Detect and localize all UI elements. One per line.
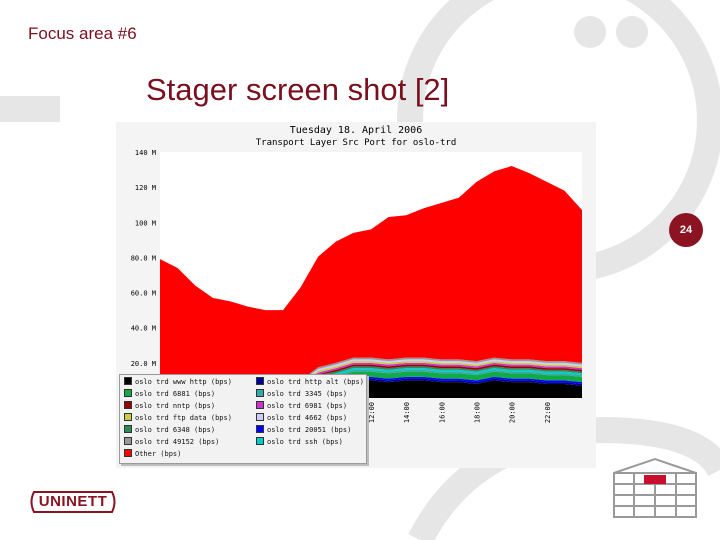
area-series-2 bbox=[160, 376, 582, 394]
legend-item: oslo trd 6348 (bps) bbox=[124, 425, 215, 436]
x-tick-label-2: 16:00 bbox=[438, 402, 446, 423]
legend-label: oslo trd 49152 (bps) bbox=[135, 438, 220, 446]
legend-label: oslo trd 3345 (bps) bbox=[267, 390, 348, 398]
legend-label: oslo trd 20051 (bps) bbox=[267, 426, 352, 434]
uninett-logo: UNINETT bbox=[28, 489, 118, 515]
building-icon bbox=[613, 457, 697, 518]
y-tick-label-3: 80.0 M bbox=[131, 254, 156, 262]
legend-label: oslo trd 6881 (bps) bbox=[135, 390, 216, 398]
legend-item: oslo trd ftp data (bps) bbox=[124, 413, 232, 424]
legend-swatch bbox=[124, 377, 132, 385]
legend-label: oslo trd nntp (bps) bbox=[135, 402, 216, 410]
legend-item: oslo trd 4662 (bps) bbox=[256, 413, 347, 424]
slide-title: Stager screen shot [2] bbox=[146, 72, 450, 107]
area-series-3 bbox=[160, 371, 582, 393]
legend-item: oslo trd 49152 (bps) bbox=[124, 437, 219, 448]
y-tick-label-4: 60.0 M bbox=[131, 290, 156, 298]
legend-swatch bbox=[124, 437, 132, 445]
y-tick-label-5: 40.0 M bbox=[131, 325, 156, 333]
area-series-12 bbox=[160, 166, 582, 384]
x-tick-label-4: 20:00 bbox=[509, 402, 517, 423]
legend-item: oslo trd www http (bps) bbox=[124, 377, 232, 388]
logo-text: UNINETT bbox=[38, 493, 108, 510]
legend-label: oslo trd 6348 (bps) bbox=[135, 426, 216, 434]
legend-swatch bbox=[124, 401, 132, 409]
legend-label: Other (bps) bbox=[135, 450, 182, 458]
chart-title: Tuesday 18. April 2006 bbox=[290, 125, 422, 136]
area-series-0 bbox=[160, 380, 582, 398]
legend-swatch bbox=[256, 389, 264, 397]
legend-item: oslo trd 6981 (bps) bbox=[256, 401, 347, 412]
legend-item: Other (bps) bbox=[124, 449, 181, 460]
x-tick-label-5: 22:00 bbox=[544, 402, 552, 423]
page-number-badge: 24 bbox=[669, 213, 703, 247]
x-tick-label-3: 18:00 bbox=[474, 402, 482, 423]
chart-legend: oslo trd www http (bps) oslo trd 6881 (bp… bbox=[119, 374, 367, 464]
legend-swatch bbox=[124, 425, 132, 433]
y-tick-label-2: 100 M bbox=[135, 219, 156, 227]
legend-swatch bbox=[124, 413, 132, 421]
x-tick-label-1: 14:00 bbox=[403, 402, 411, 423]
area-series-1 bbox=[160, 378, 582, 395]
legend-item: oslo trd http alt (bps) bbox=[256, 377, 364, 388]
legend-swatch bbox=[256, 401, 264, 409]
legend-item: oslo trd nntp (bps) bbox=[124, 401, 215, 412]
legend-swatch bbox=[256, 413, 264, 421]
legend-label: oslo trd www http (bps) bbox=[135, 378, 232, 386]
y-tick-label-6: 20.0 M bbox=[131, 360, 156, 368]
legend-swatch bbox=[256, 437, 264, 445]
legend-label: oslo trd ssh (bps) bbox=[267, 438, 343, 446]
legend-label: oslo trd http alt (bps) bbox=[267, 378, 364, 386]
legend-swatch bbox=[124, 389, 132, 397]
legend-item: oslo trd 20051 (bps) bbox=[256, 425, 351, 436]
area-series-4 bbox=[160, 369, 582, 391]
legend-item: oslo trd 6881 (bps) bbox=[124, 389, 215, 400]
y-tick-label-0: 140 M bbox=[135, 149, 156, 157]
legend-swatch bbox=[256, 425, 264, 433]
legend-item: oslo trd 3345 (bps) bbox=[256, 389, 347, 400]
focus-area-label: Focus area #6 bbox=[28, 24, 137, 43]
stager-screenshot: Tuesday 18. April 2006 Transport Layer S… bbox=[116, 122, 596, 468]
legend-swatch bbox=[256, 377, 264, 385]
logo-frame-icon bbox=[30, 491, 116, 513]
legend-label: oslo trd 6981 (bps) bbox=[267, 402, 348, 410]
legend-label: oslo trd 4662 (bps) bbox=[267, 414, 348, 422]
y-tick-label-1: 120 M bbox=[135, 184, 156, 192]
legend-item: oslo trd ssh (bps) bbox=[256, 437, 343, 448]
legend-label: oslo trd ftp data (bps) bbox=[135, 414, 232, 422]
legend-swatch bbox=[124, 449, 132, 457]
x-tick-label-0: 12:00 bbox=[368, 402, 376, 423]
chart-subtitle: Transport Layer Src Port for oslo-trd bbox=[256, 138, 456, 148]
